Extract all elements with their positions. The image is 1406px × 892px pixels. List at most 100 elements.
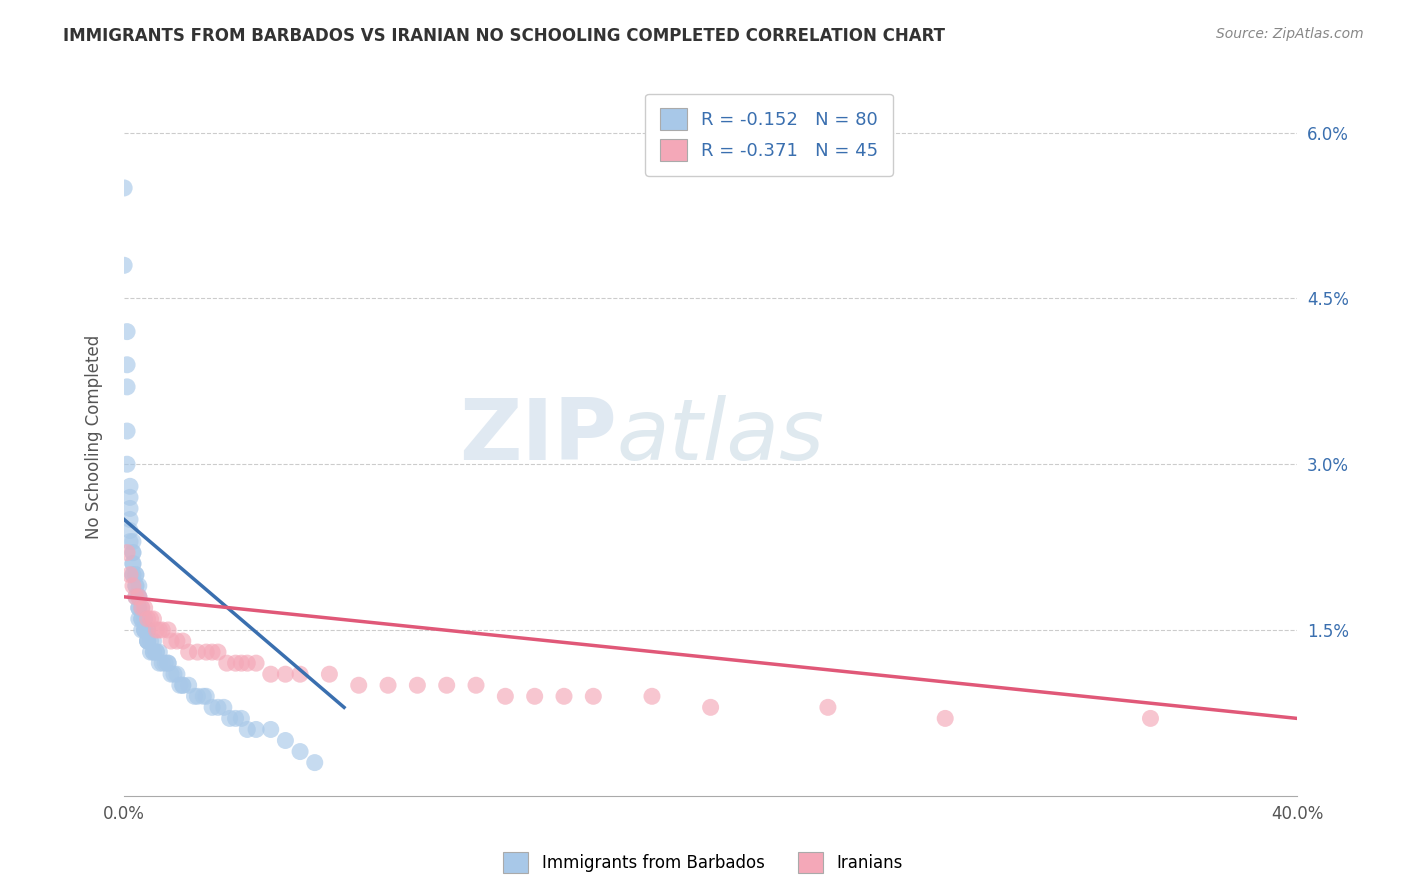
Point — [118, 534, 141, 549]
Point — [236, 723, 259, 737]
Point — [145, 645, 167, 659]
Point — [699, 700, 721, 714]
Point — [150, 656, 173, 670]
Point — [582, 690, 605, 704]
Point — [139, 645, 162, 659]
Point — [186, 690, 208, 704]
Point — [934, 711, 956, 725]
Point — [136, 634, 159, 648]
Point — [122, 579, 145, 593]
Point — [115, 424, 138, 438]
Point — [115, 325, 138, 339]
Point — [118, 567, 141, 582]
Point — [177, 645, 200, 659]
Point — [163, 667, 186, 681]
Point — [128, 590, 150, 604]
Point — [118, 479, 141, 493]
Point — [112, 258, 135, 272]
Point — [150, 623, 173, 637]
Point — [260, 667, 283, 681]
Point — [128, 579, 150, 593]
Point — [195, 690, 218, 704]
Point — [406, 678, 429, 692]
Point — [225, 711, 247, 725]
Point — [122, 567, 145, 582]
Point — [1139, 711, 1161, 725]
Point — [122, 557, 145, 571]
Text: IMMIGRANTS FROM BARBADOS VS IRANIAN NO SCHOOLING COMPLETED CORRELATION CHART: IMMIGRANTS FROM BARBADOS VS IRANIAN NO S… — [63, 27, 945, 45]
Point — [125, 579, 148, 593]
Point — [225, 656, 247, 670]
Point — [136, 634, 159, 648]
Point — [201, 700, 224, 714]
Point — [231, 711, 253, 725]
Point — [215, 656, 238, 670]
Point — [131, 623, 153, 637]
Text: ZIP: ZIP — [458, 395, 617, 478]
Point — [128, 590, 150, 604]
Point — [207, 645, 229, 659]
Point — [115, 546, 138, 560]
Point — [131, 612, 153, 626]
Point — [128, 600, 150, 615]
Point — [245, 656, 267, 670]
Point — [169, 678, 191, 692]
Point — [131, 612, 153, 626]
Point — [260, 723, 283, 737]
Point — [118, 491, 141, 505]
Point — [128, 600, 150, 615]
Point — [122, 557, 145, 571]
Point — [136, 634, 159, 648]
Point — [142, 612, 165, 626]
Point — [641, 690, 664, 704]
Point — [160, 634, 183, 648]
Point — [122, 546, 145, 560]
Text: atlas: atlas — [617, 395, 825, 478]
Point — [172, 634, 194, 648]
Point — [195, 645, 218, 659]
Point — [288, 667, 311, 681]
Point — [139, 612, 162, 626]
Point — [136, 623, 159, 637]
Point — [134, 600, 156, 615]
Point — [377, 678, 399, 692]
Point — [122, 534, 145, 549]
Point — [157, 656, 180, 670]
Point — [128, 590, 150, 604]
Point — [166, 667, 188, 681]
Point — [218, 711, 240, 725]
Point — [494, 690, 516, 704]
Point — [347, 678, 370, 692]
Point — [136, 612, 159, 626]
Point — [125, 567, 148, 582]
Point — [115, 358, 138, 372]
Point — [817, 700, 839, 714]
Point — [231, 656, 253, 670]
Text: Source: ZipAtlas.com: Source: ZipAtlas.com — [1216, 27, 1364, 41]
Point — [145, 623, 167, 637]
Point — [136, 623, 159, 637]
Point — [112, 181, 135, 195]
Point — [207, 700, 229, 714]
Point — [131, 600, 153, 615]
Point — [142, 634, 165, 648]
Point — [142, 645, 165, 659]
Point — [304, 756, 326, 770]
Point — [212, 700, 235, 714]
Legend: R = -0.152   N = 80, R = -0.371   N = 45: R = -0.152 N = 80, R = -0.371 N = 45 — [645, 94, 893, 176]
Point — [157, 656, 180, 670]
Legend: Immigrants from Barbados, Iranians: Immigrants from Barbados, Iranians — [496, 846, 910, 880]
Point — [134, 623, 156, 637]
Point — [134, 623, 156, 637]
Point — [465, 678, 488, 692]
Point — [436, 678, 458, 692]
Point — [153, 656, 176, 670]
Point — [193, 690, 215, 704]
Point — [274, 733, 297, 747]
Point — [145, 645, 167, 659]
Point — [115, 380, 138, 394]
Point — [122, 546, 145, 560]
Point — [245, 723, 267, 737]
Point — [172, 678, 194, 692]
Point — [122, 567, 145, 582]
